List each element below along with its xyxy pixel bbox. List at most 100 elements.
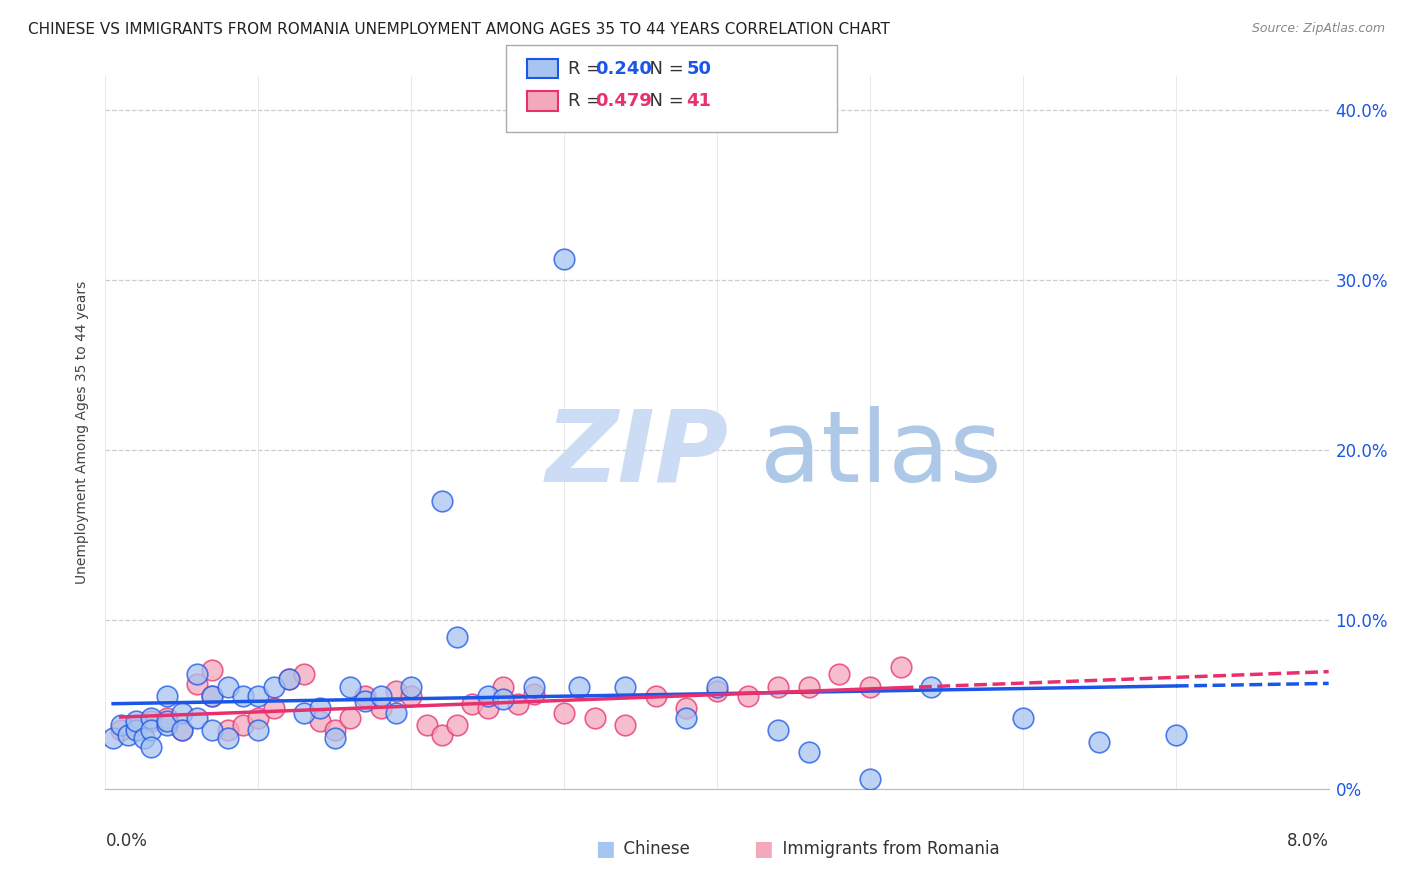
Point [217,723,239,737]
Point [889,660,911,674]
Point [568,681,591,695]
Point [706,684,728,698]
Point [859,772,882,787]
Point [706,681,728,695]
Point [1011,711,1033,725]
Text: ZIP: ZIP [546,406,728,502]
Point [859,681,882,695]
Point [920,681,942,695]
Point [370,689,392,703]
Point [828,666,851,681]
Point [323,731,346,746]
Point [263,681,285,695]
Text: 0.0%: 0.0% [105,832,148,850]
Point [201,689,224,703]
Y-axis label: Unemployment Among Ages 35 to 44 years: Unemployment Among Ages 35 to 44 years [75,281,89,584]
Point [170,706,193,720]
Text: 41: 41 [686,92,711,110]
Point [186,677,208,691]
Point [186,711,208,725]
Point [201,664,224,678]
Point [339,711,361,725]
Point [110,718,132,732]
Text: 8.0%: 8.0% [1286,832,1329,850]
Point [247,711,270,725]
Point [768,723,790,737]
Point [477,689,499,703]
Point [117,728,139,742]
Point [446,718,468,732]
Point [1088,735,1111,749]
Point [232,718,254,732]
Point [141,739,163,754]
Point [523,681,546,695]
Point [323,723,346,737]
Point [768,681,790,695]
Point [141,714,163,729]
Point [170,723,193,737]
Text: ■: ■ [754,839,773,859]
Point [201,723,224,737]
Point [186,666,208,681]
Point [675,701,697,715]
Point [217,731,239,746]
Text: ■: ■ [595,839,614,859]
Point [156,689,179,703]
Point [461,698,484,712]
Text: 0.479: 0.479 [595,92,651,110]
Point [247,689,270,703]
Point [278,672,301,686]
Point [354,694,377,708]
Point [385,684,408,698]
Point [263,701,285,715]
Point [141,711,163,725]
Point [737,689,759,703]
Point [156,718,179,732]
Point [614,718,637,732]
Point [232,689,254,703]
Point [125,718,148,732]
Point [292,666,315,681]
Point [614,681,637,695]
Point [308,701,330,715]
Point [385,706,408,720]
Point [446,630,468,644]
Point [156,714,179,729]
Text: Source: ZipAtlas.com: Source: ZipAtlas.com [1251,22,1385,36]
Point [217,681,239,695]
Point [1164,728,1187,742]
Point [797,681,820,695]
Point [401,681,423,695]
Point [110,723,132,737]
Point [141,723,163,737]
Text: R =: R = [568,92,607,110]
Text: R =: R = [568,60,607,78]
Point [644,689,666,703]
Point [583,711,606,725]
Text: 0.240: 0.240 [595,60,651,78]
Text: CHINESE VS IMMIGRANTS FROM ROMANIA UNEMPLOYMENT AMONG AGES 35 TO 44 YEARS CORREL: CHINESE VS IMMIGRANTS FROM ROMANIA UNEMP… [28,22,890,37]
Point [492,681,515,695]
Point [125,714,148,729]
Text: 50: 50 [686,60,711,78]
Point [278,672,301,686]
Point [132,731,155,746]
Text: Chinese: Chinese [613,840,690,858]
Text: atlas: atlas [759,406,1001,502]
Point [508,698,530,712]
Point [354,689,377,703]
Point [675,711,697,725]
Point [247,723,270,737]
Point [553,252,575,267]
Point [477,701,499,715]
Text: N =: N = [638,60,690,78]
Text: N =: N = [638,92,690,110]
Point [101,731,124,746]
Point [170,723,193,737]
Point [430,493,453,508]
Point [523,687,546,701]
Point [797,745,820,759]
Point [553,706,575,720]
Text: Immigrants from Romania: Immigrants from Romania [772,840,1000,858]
Point [415,718,437,732]
